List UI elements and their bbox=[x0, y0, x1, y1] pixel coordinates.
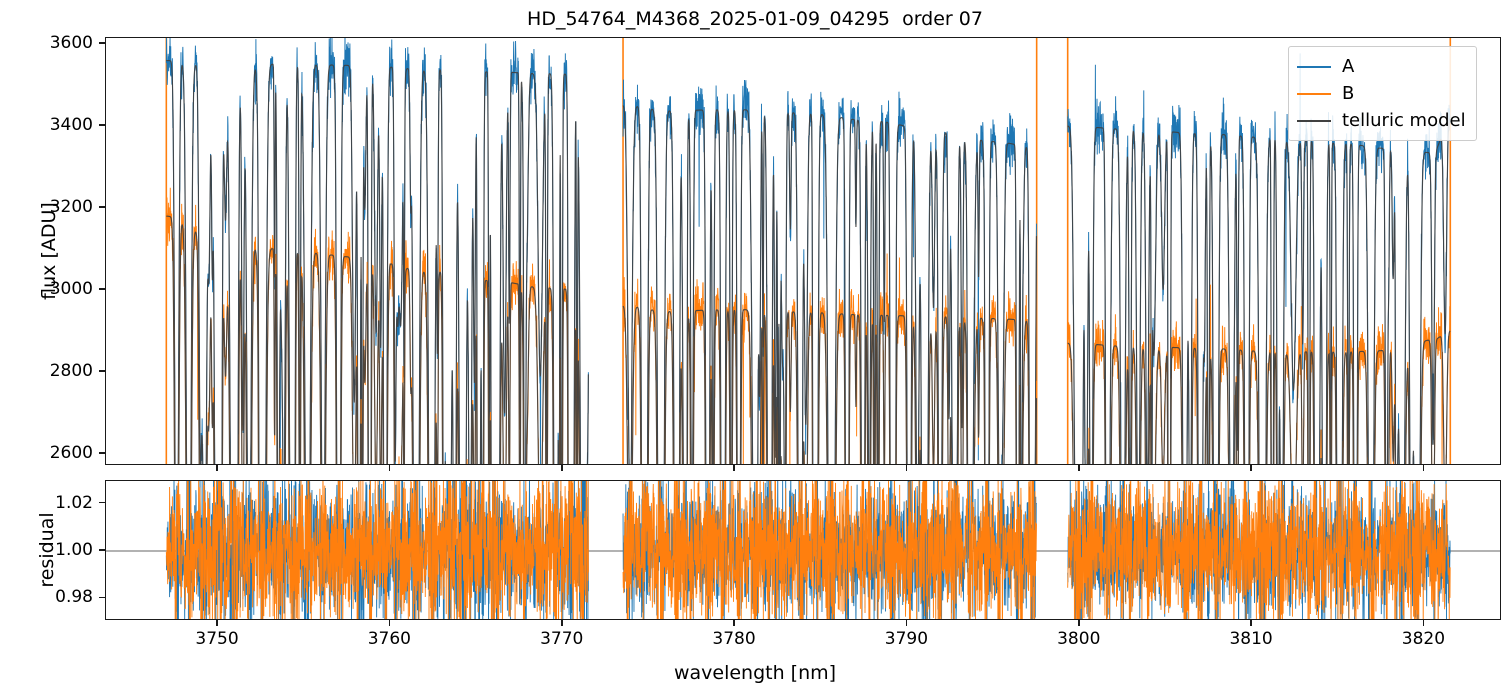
page-title: HD_54764_M4368_2025-01-09_04295 order 07 bbox=[527, 8, 983, 30]
tick-mark bbox=[99, 206, 105, 208]
residual-ytick-label: 1.02 bbox=[55, 492, 93, 513]
wavelength-xtick-label: 3760 bbox=[367, 629, 411, 649]
tick-mark bbox=[560, 465, 563, 471]
tick-mark bbox=[905, 620, 908, 626]
wavelength-xtick-label: 3770 bbox=[540, 629, 584, 649]
wavelength-xtick-label: 3790 bbox=[884, 629, 929, 649]
legend-swatch-a bbox=[1297, 65, 1331, 68]
wavelength-xtick-label: 3780 bbox=[712, 629, 756, 649]
residual-series-b bbox=[165, 481, 589, 619]
residual-ytick-label: 1.00 bbox=[55, 540, 93, 560]
tick-mark bbox=[1422, 465, 1425, 471]
tick-mark bbox=[99, 596, 105, 599]
legend-label: A bbox=[1342, 56, 1355, 77]
legend-item-b[interactable]: B bbox=[1297, 80, 1466, 107]
wavelength-xtick-label: 3820 bbox=[1401, 629, 1446, 649]
legend-label: telluric model bbox=[1342, 110, 1466, 131]
residual-ytick-label: 0.98 bbox=[55, 587, 93, 608]
residual-series-b bbox=[622, 481, 1037, 619]
wavelength-xtick-label: 3750 bbox=[195, 629, 239, 649]
telluric-model-over-a bbox=[166, 59, 589, 464]
telluric-model-over-a bbox=[1067, 117, 1451, 464]
flux-ytick-label: 2800 bbox=[49, 360, 93, 381]
flux-ytick-label: 3600 bbox=[49, 33, 93, 54]
tick-mark bbox=[99, 451, 105, 454]
legend-item-telluric[interactable]: telluric model bbox=[1297, 107, 1466, 134]
wavelength-axis-label: wavelength [nm] bbox=[673, 662, 837, 684]
tick-mark bbox=[99, 369, 105, 372]
legend-item-a[interactable]: A bbox=[1297, 53, 1466, 80]
tick-mark bbox=[1250, 620, 1252, 626]
wavelength-xtick-label: 3800 bbox=[1057, 629, 1101, 649]
tick-mark bbox=[99, 124, 105, 126]
flux-ytick-label: 2600 bbox=[49, 442, 93, 463]
flux-axis-label: flux [ADU] bbox=[38, 202, 60, 300]
tick-mark bbox=[560, 620, 563, 626]
legend-label: B bbox=[1342, 83, 1355, 104]
flux-ytick-label: 3200 bbox=[49, 196, 93, 217]
legend-swatch-telluric bbox=[1297, 119, 1331, 122]
residual-plot-area bbox=[105, 480, 1501, 620]
tick-mark bbox=[216, 465, 218, 471]
wavelength-xtick-label: 3810 bbox=[1229, 629, 1273, 649]
tick-mark bbox=[733, 620, 735, 626]
tick-mark bbox=[99, 501, 105, 504]
tick-mark bbox=[388, 620, 391, 626]
tick-mark bbox=[1422, 620, 1425, 626]
tick-mark bbox=[99, 42, 105, 44]
tick-mark bbox=[1250, 465, 1252, 471]
telluric-model-over-b bbox=[166, 215, 581, 464]
tick-mark bbox=[388, 465, 391, 471]
legend-swatch-b bbox=[1297, 92, 1331, 95]
residual-series-b bbox=[1067, 481, 1451, 619]
flux-ytick-label: 3000 bbox=[49, 278, 93, 299]
tick-mark bbox=[1077, 465, 1080, 471]
tick-mark bbox=[99, 549, 105, 551]
tick-mark bbox=[216, 620, 218, 626]
tick-mark bbox=[1077, 620, 1080, 626]
tick-mark bbox=[905, 465, 908, 471]
flux-ytick-label: 3400 bbox=[49, 115, 93, 136]
tick-mark bbox=[733, 465, 735, 471]
tick-mark bbox=[99, 288, 105, 290]
